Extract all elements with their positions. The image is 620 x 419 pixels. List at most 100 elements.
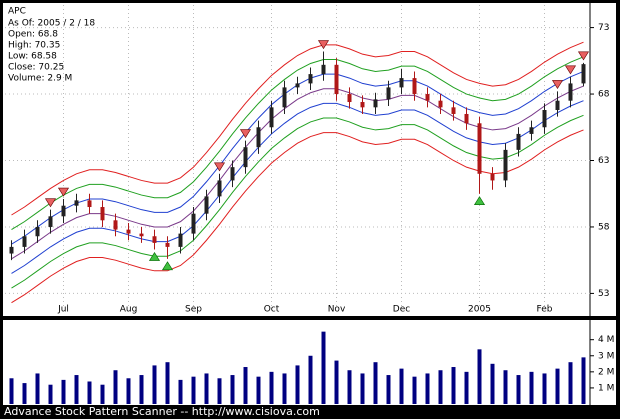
y-tick-label: 2 M (598, 367, 614, 377)
y-tick-label: 58 (598, 222, 610, 232)
candle-body (22, 236, 27, 247)
x-tick-label: Aug (120, 305, 138, 315)
candle-body (282, 87, 287, 108)
volume-bar (204, 373, 209, 404)
volume-bar (9, 378, 14, 404)
candle-body (61, 205, 66, 217)
sell-signal (564, 65, 577, 75)
buy-signal (161, 261, 174, 271)
candle-body (269, 107, 274, 128)
ticker: APC (8, 7, 26, 17)
candle-body (165, 242, 170, 247)
volume-bar (126, 378, 131, 404)
volume-bar (178, 379, 183, 404)
volume-bar (529, 371, 534, 404)
sell-signal (239, 129, 252, 139)
candle-body (334, 64, 339, 95)
price-panel (3, 3, 616, 316)
x-tick-label: Jul (57, 305, 69, 315)
candle-body (87, 200, 92, 208)
band-line (11, 100, 584, 274)
volume-bar (139, 375, 144, 404)
volume-bar (165, 362, 170, 404)
info-line: As Of: 2005 / 2 / 18 (8, 19, 95, 29)
candle-body (503, 149, 508, 181)
volume-bar (87, 381, 92, 404)
x-tick-label: Feb (537, 305, 553, 315)
candle-body (555, 100, 560, 110)
candle-body (113, 220, 118, 230)
sell-signal (213, 162, 226, 172)
y-tick-label: 1 M (598, 383, 614, 393)
y-tick-label: 3 M (598, 351, 614, 361)
volume-bar (347, 370, 352, 404)
candle-body (321, 64, 326, 75)
y-tick-label: 73 (598, 23, 609, 33)
y-tick-label: 4 M (598, 335, 614, 345)
sell-signal (551, 80, 564, 89)
x-tick-label: Sep (185, 305, 202, 315)
volume-bar (555, 368, 560, 404)
volume-bar (490, 363, 495, 404)
candle-body (9, 246, 14, 254)
candle-body (529, 127, 534, 134)
candle-body (490, 173, 495, 181)
volume-bar (412, 376, 417, 404)
volume-bar (581, 357, 586, 404)
candle-body (74, 200, 79, 206)
candle-body (464, 113, 469, 124)
volume-bar (399, 368, 404, 404)
volume-bar (191, 376, 196, 404)
y-tick-label: 68 (598, 90, 610, 100)
buy-signal (473, 196, 486, 206)
volume-bar (542, 373, 547, 404)
volume-bar (373, 362, 378, 404)
volume-bar (269, 371, 274, 404)
sell-signal (577, 51, 590, 61)
candle-body (581, 64, 586, 84)
band-line (11, 56, 584, 231)
band-line (11, 129, 584, 304)
candle-body (516, 133, 521, 150)
candle-body (191, 213, 196, 234)
candle-body (230, 167, 235, 181)
volume-bar (113, 370, 118, 404)
info-line: Open: 68.8 (8, 30, 58, 40)
y-tick-label: 63 (598, 156, 609, 166)
volume-bar (61, 379, 66, 404)
volume-bar (308, 355, 313, 404)
volume-bar (152, 365, 157, 404)
info-line: High: 70.35 (8, 41, 60, 51)
volume-bar (256, 376, 261, 404)
candle-body (152, 236, 157, 243)
candle-body (256, 127, 261, 148)
candle-body (542, 109, 547, 128)
volume-bar (100, 384, 105, 404)
info-line: Volume: 2.9 M (8, 74, 72, 84)
candle-body (347, 94, 352, 103)
candle-body (399, 78, 404, 88)
volume-bar (503, 370, 508, 404)
volume-bar (451, 367, 456, 404)
x-tick-label: Nov (328, 305, 346, 315)
candle-body (100, 207, 105, 221)
volume-bar (516, 375, 521, 404)
x-tick-label: Oct (264, 305, 280, 315)
sell-signal (44, 198, 57, 208)
info-line: Close: 70.25 (8, 63, 64, 73)
candle-body (139, 233, 144, 237)
volume-bar (48, 384, 53, 404)
candle-body (568, 83, 573, 101)
volume-bar (464, 371, 469, 404)
volume-bar (477, 349, 482, 404)
volume-bar (35, 373, 40, 404)
volume-bar (22, 383, 27, 404)
x-tick-label: Dec (393, 305, 410, 315)
volume-bar (243, 367, 248, 404)
candle-body (477, 123, 482, 174)
volume-bar (334, 360, 339, 404)
x-tick-label: 2005 (468, 305, 491, 315)
band-line (11, 41, 584, 216)
candle-body (412, 78, 417, 95)
